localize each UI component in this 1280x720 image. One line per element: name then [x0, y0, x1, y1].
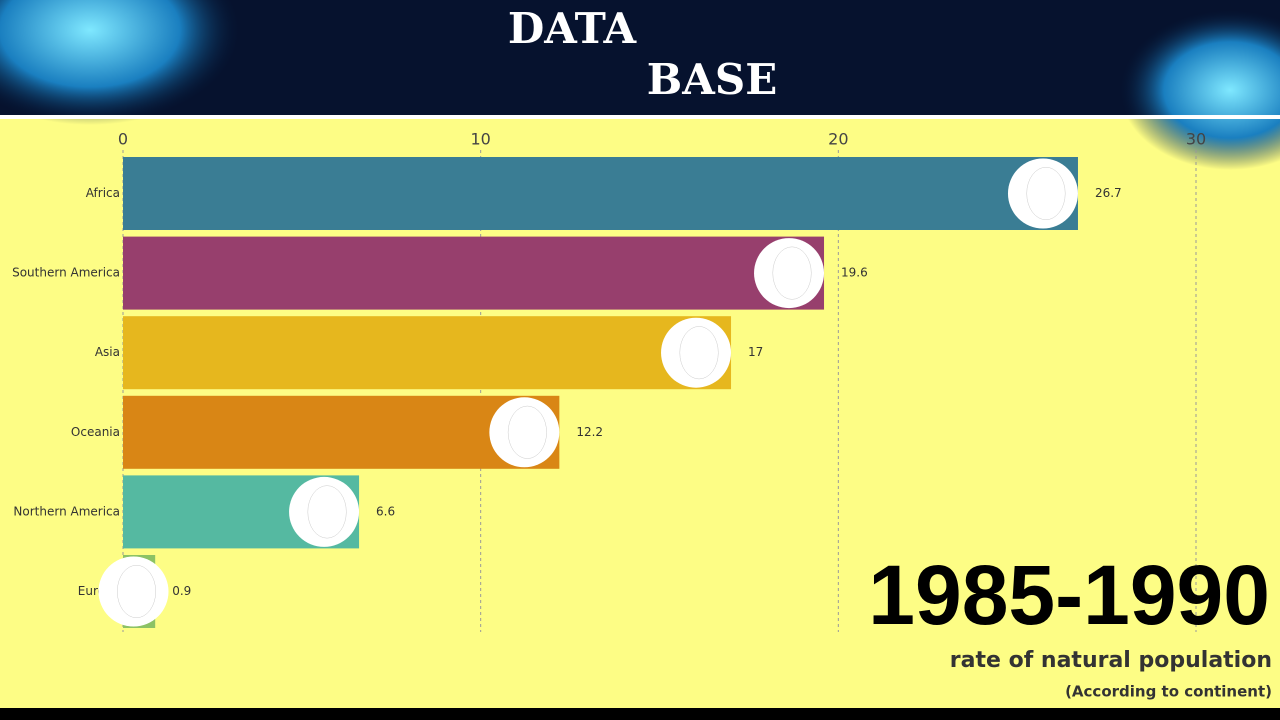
continent-shape — [507, 405, 547, 459]
value-label: 19.6 — [841, 266, 868, 280]
y-tick-label: Oceania — [71, 425, 120, 439]
header-title: DATA — [508, 4, 638, 53]
period-label: 1985-1990 — [868, 548, 1270, 642]
x-tick-label: 30 — [1186, 130, 1206, 149]
y-tick-label: Southern America — [12, 266, 120, 280]
value-label: 26.7 — [1095, 186, 1122, 200]
value-label: 0.9 — [172, 584, 191, 598]
y-tick-label: Africa — [86, 186, 120, 200]
note: (According to continent) — [1065, 683, 1272, 701]
value-label: 12.2 — [576, 425, 603, 439]
bar — [123, 157, 1078, 230]
header-title: BASE — [647, 55, 777, 104]
header-globe — [0, 0, 240, 125]
subtitle: rate of natural population — [950, 648, 1272, 673]
continent-shape — [679, 326, 719, 380]
value-label: 17 — [748, 345, 763, 359]
continent-shape — [117, 565, 156, 618]
continent-shape — [1026, 167, 1066, 220]
header-rule — [0, 115, 1280, 119]
continent-shape — [307, 485, 347, 539]
value-label: 6.6 — [376, 504, 395, 518]
plot: 0 10 20 30 Africa 26.7 Southern America 19.6 Asi… — [12, 130, 1206, 632]
header-globe — [1120, 10, 1280, 170]
x-tick-label: 10 — [470, 130, 490, 149]
bar — [123, 316, 732, 390]
y-tick-label: Asia — [95, 345, 120, 359]
bar — [123, 236, 825, 310]
continent-shape — [772, 246, 812, 300]
x-tick-label: 20 — [828, 130, 848, 149]
bottom-strip — [0, 708, 1280, 720]
y-tick-label: Northern America — [13, 504, 120, 518]
bar — [123, 395, 560, 469]
x-tick-label: 0 — [118, 130, 128, 149]
